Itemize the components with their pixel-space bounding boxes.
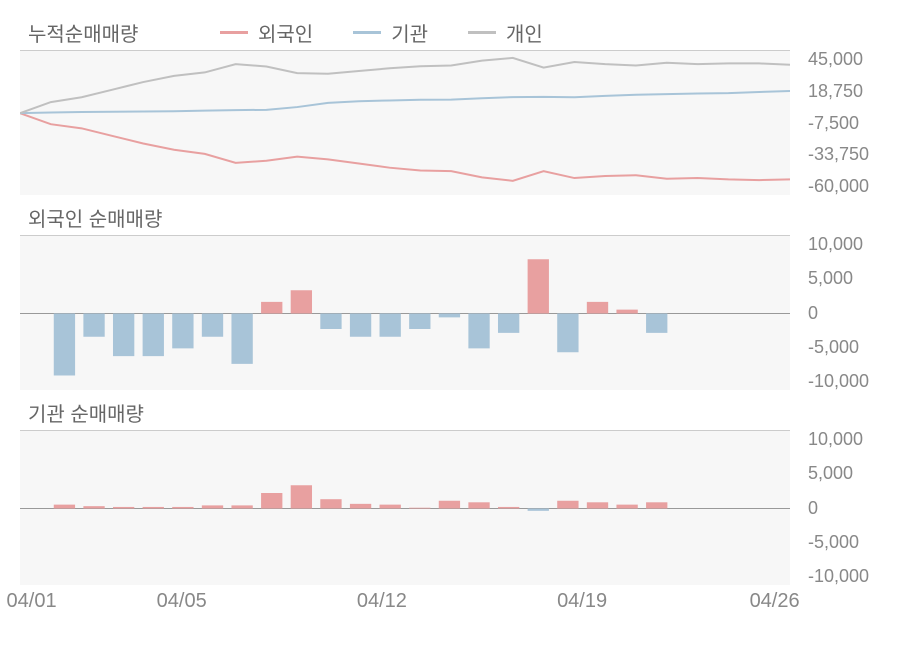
y-tick: -10,000 (800, 567, 890, 585)
panel-institution: 기관 순매매량 10,000 5,000 0 -5,000 -10,000 (20, 390, 890, 585)
plot-area-2 (20, 235, 790, 390)
legend: 외국인 기관 개인 (220, 18, 543, 47)
y-axis-3: 10,000 5,000 0 -5,000 -10,000 (800, 430, 890, 585)
legend-label-foreigner: 외국인 (258, 18, 313, 47)
y-axis-1: 45,000 18,750 -7,500 -33,750 -60,000 (800, 50, 890, 195)
y-tick: 45,000 (800, 50, 890, 68)
legend-line-individual (468, 31, 496, 34)
x-axis: 04/01 04/05 04/12 04/19 04/26 (20, 590, 790, 620)
legend-line-institution (353, 31, 381, 34)
panel-title-1: 누적순매매량 (28, 18, 138, 47)
line-chart-svg (20, 51, 790, 196)
y-tick: -7,500 (800, 114, 890, 132)
plot-area-1 (20, 50, 790, 195)
y-tick: -33,750 (800, 145, 890, 163)
panel-title-2: 외국인 순매매량 (28, 203, 162, 232)
bar-chart-svg-institution (20, 431, 790, 586)
legend-line-foreigner (220, 31, 248, 34)
legend-label-individual: 개인 (506, 18, 543, 47)
legend-item-individual: 개인 (468, 18, 543, 47)
y-tick: 0 (800, 499, 890, 517)
x-tick: 04/12 (357, 590, 407, 613)
panel-foreigner: 외국인 순매매량 10,000 5,000 0 -5,000 -10,000 (20, 195, 890, 390)
y-tick: -5,000 (800, 338, 890, 356)
y-tick: 10,000 (800, 235, 890, 253)
legend-label-institution: 기관 (391, 18, 428, 47)
panel-title-3: 기관 순매매량 (28, 398, 144, 427)
plot-area-3 (20, 430, 790, 585)
y-tick: 5,000 (800, 464, 890, 482)
y-tick: 5,000 (800, 269, 890, 287)
y-tick: 0 (800, 304, 890, 322)
bar-chart-svg-foreigner (20, 236, 790, 391)
y-tick: -60,000 (800, 177, 890, 195)
x-tick: 04/05 (157, 590, 207, 613)
x-tick: 04/19 (557, 590, 607, 613)
x-tick: 04/01 (7, 590, 57, 613)
x-tick: 04/26 (750, 590, 800, 613)
legend-item-foreigner: 외국인 (220, 18, 313, 47)
y-tick: -5,000 (800, 533, 890, 551)
y-axis-2: 10,000 5,000 0 -5,000 -10,000 (800, 235, 890, 390)
y-tick: -10,000 (800, 372, 890, 390)
chart-container: 누적순매매량 외국인 기관 개인 45,000 18,750 -7,500 -3… (20, 10, 890, 660)
legend-item-institution: 기관 (353, 18, 428, 47)
y-tick: 18,750 (800, 82, 890, 100)
panel-cumulative: 누적순매매량 외국인 기관 개인 45,000 18,750 -7,500 -3… (20, 10, 890, 195)
y-tick: 10,000 (800, 430, 890, 448)
